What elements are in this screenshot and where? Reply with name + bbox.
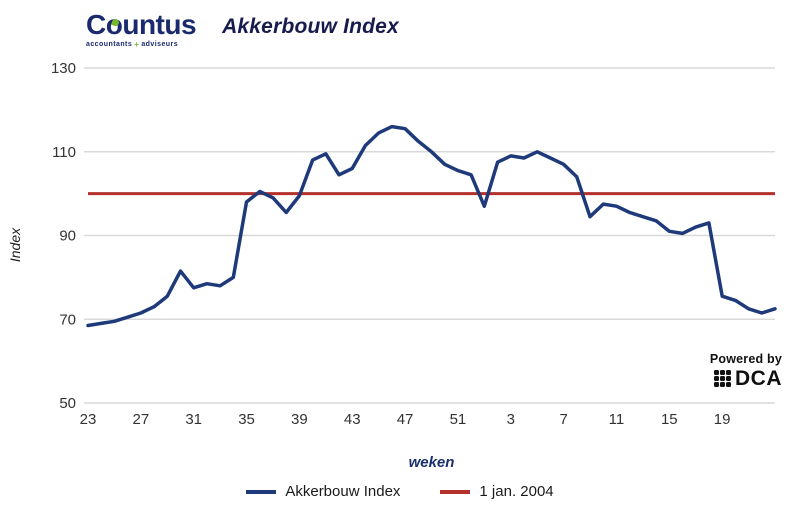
countus-logo-tagline: accountants + adviseurs xyxy=(86,39,196,49)
legend-label-akkerbouw-index: Akkerbouw Index xyxy=(285,483,401,500)
legend-red-line-swatch xyxy=(440,489,471,494)
x-tick-label-15: 15 xyxy=(661,411,678,428)
x-tick-label-43: 43 xyxy=(344,411,361,428)
countus-logo: Countus accountants + adviseurs xyxy=(86,9,197,49)
y-tick-label-50: 50 xyxy=(59,395,76,412)
x-tick-label-31: 31 xyxy=(185,411,202,428)
y-tick-label-130: 130 xyxy=(51,60,76,77)
x-tick-label-39: 39 xyxy=(291,411,308,428)
tagline-separator-dot: + xyxy=(134,39,140,49)
dca-logo: DCA xyxy=(710,368,782,389)
legend-item-akkerbouw-index: Akkerbouw Index xyxy=(246,483,400,500)
x-tick-label-7: 7 xyxy=(559,411,567,428)
powered-by-dca-badge: Powered by DCA xyxy=(710,352,782,389)
x-axis-title: weken xyxy=(408,454,455,471)
countus-logo-wordmark: Countus xyxy=(86,9,197,40)
dca-waffle-grid-icon xyxy=(714,370,731,387)
chart-legend: Akkerbouw Index 1 jan. 2004 xyxy=(0,483,800,500)
legend-item-reference-line: 1 jan. 2004 xyxy=(440,483,554,500)
legend-blue-line-swatch xyxy=(246,489,277,494)
header: Countus accountants + adviseurs Akkerbou… xyxy=(86,9,399,49)
tagline-right: adviseurs xyxy=(141,41,179,49)
x-tick-label-19: 19 xyxy=(714,411,731,428)
akkerbouw-index-series-line xyxy=(86,124,777,328)
legend-label-reference-line: 1 jan. 2004 xyxy=(479,483,554,500)
x-tick-label-47: 47 xyxy=(397,411,414,428)
x-tick-label-3: 3 xyxy=(507,411,515,428)
y-tick-label-110: 110 xyxy=(52,144,76,161)
tagline-left: accountants xyxy=(86,41,133,49)
x-tick-label-35: 35 xyxy=(238,411,255,428)
y-axis-title: Index xyxy=(7,227,23,263)
x-tick-label-27: 27 xyxy=(133,411,150,428)
page-title: Akkerbouw Index xyxy=(222,15,399,38)
x-tick-label-23: 23 xyxy=(80,411,97,428)
x-tick-label-11: 11 xyxy=(609,411,625,428)
powered-by-text: Powered by xyxy=(709,352,782,366)
dca-logo-text: DCA xyxy=(735,367,782,390)
y-tick-label-90: 90 xyxy=(59,228,76,245)
x-tick-label-51: 51 xyxy=(450,411,467,428)
y-tick-label-70: 70 xyxy=(59,311,76,328)
